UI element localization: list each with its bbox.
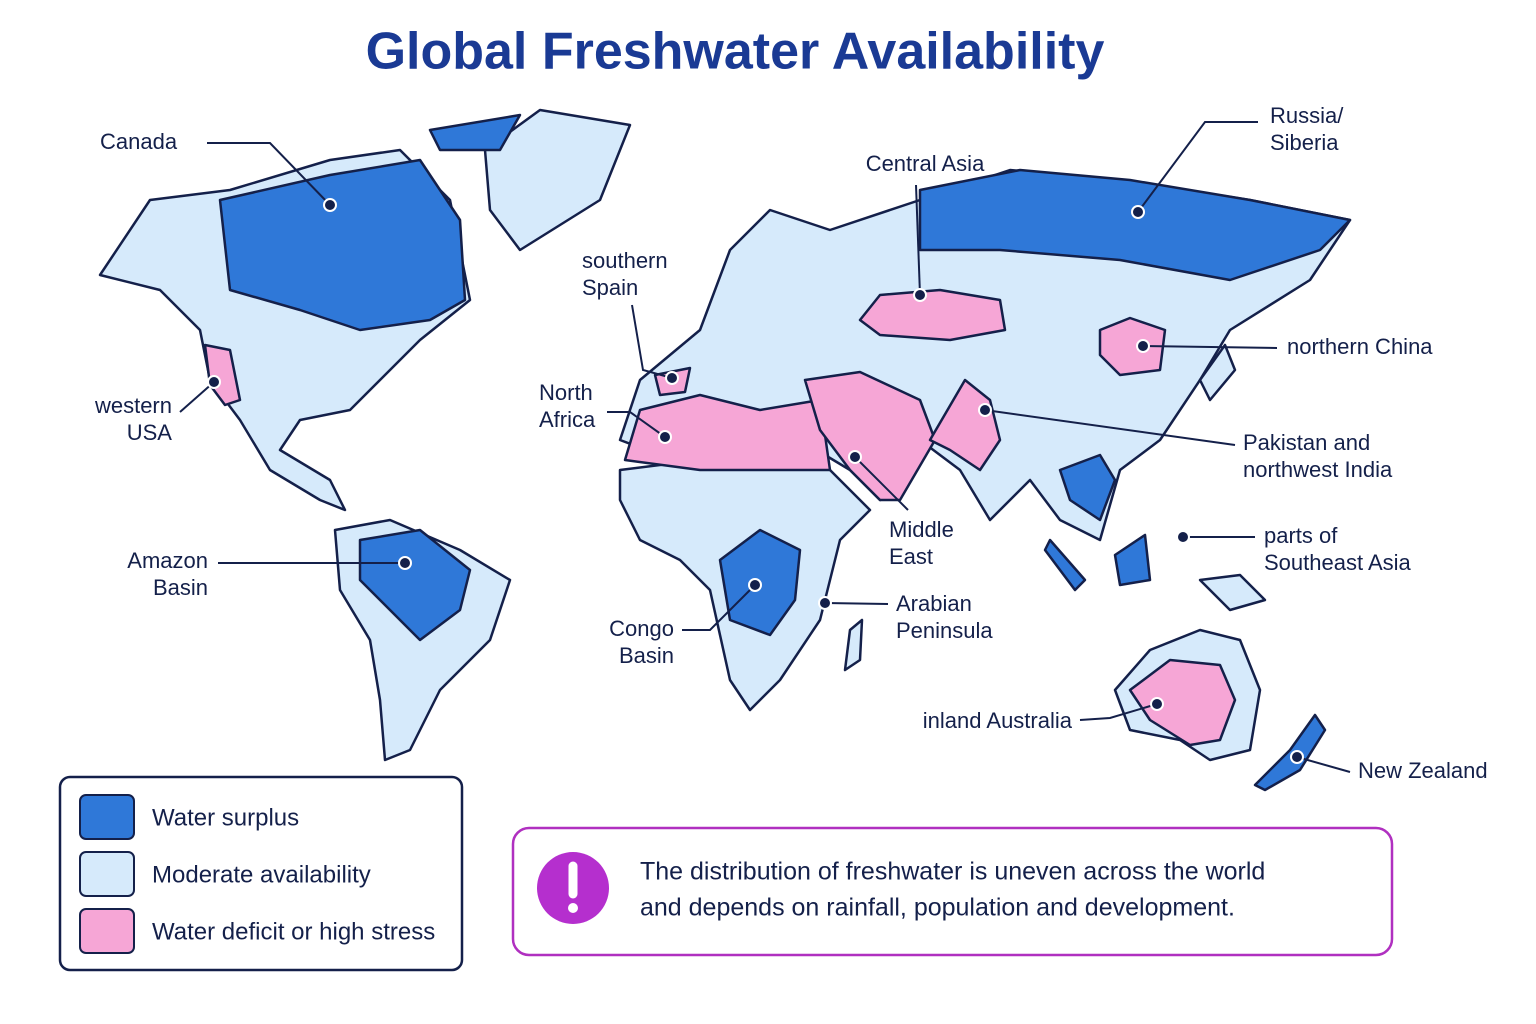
- label-dot: [1176, 530, 1190, 544]
- region-label: Africa: [539, 407, 596, 432]
- label-dot: [1150, 697, 1164, 711]
- north-china-deficit: [1098, 316, 1167, 377]
- world-map: [98, 108, 1352, 792]
- region-label: northwest India: [1243, 457, 1393, 482]
- australia-deficit: [1128, 658, 1237, 747]
- leader-line: [984, 409, 1236, 446]
- region-labels: Canada Russia/Siberia Central Asia southern…: [94, 103, 1488, 783]
- label-dot: [398, 556, 412, 570]
- leader-line: [607, 411, 666, 438]
- note-box: [511, 826, 1394, 957]
- new-guinea: [1198, 573, 1267, 612]
- region-label: southern: [582, 248, 668, 273]
- legend-swatch: [79, 908, 135, 954]
- legend-label: Water surplus: [152, 804, 299, 831]
- arctic-islands: [428, 113, 522, 152]
- leader-line: [631, 304, 673, 379]
- label-dot: [323, 198, 337, 212]
- leader-line: [915, 184, 921, 296]
- note: The distribution of freshwater is uneven…: [640, 858, 1265, 922]
- region-label: Southeast Asia: [1264, 550, 1412, 575]
- central-asia-deficit: [858, 288, 1007, 342]
- region-label: Russia/: [1270, 103, 1344, 128]
- pakistan-india-deficit: [928, 378, 1002, 472]
- region-label: East: [889, 544, 933, 569]
- region-label: Canada: [100, 129, 178, 154]
- label-dot: [748, 578, 762, 592]
- label-dot: [1131, 205, 1145, 219]
- region-label: Spain: [582, 275, 638, 300]
- label-dot: [665, 371, 679, 385]
- label-dot: [913, 288, 927, 302]
- label-dot: [1290, 750, 1304, 764]
- alert-icon-dot: [568, 903, 578, 913]
- north-africa-deficit: [623, 393, 832, 472]
- label-dot: [818, 596, 832, 610]
- region-label: Arabian: [896, 591, 972, 616]
- leader-line: [854, 456, 909, 511]
- canada-surplus: [218, 158, 467, 332]
- leader-line: [824, 602, 889, 605]
- region-label: Pakistan and: [1243, 430, 1370, 455]
- region-label: Middle: [889, 517, 954, 542]
- region-label: inland Australia: [923, 708, 1073, 733]
- region-label: Basin: [153, 575, 208, 600]
- label-dot: [658, 430, 672, 444]
- region-label: northern China: [1287, 334, 1433, 359]
- region-label: Congo: [609, 616, 674, 641]
- greenland: [483, 108, 632, 252]
- leader-line: [1142, 345, 1278, 349]
- region-label: Peninsula: [896, 618, 993, 643]
- madagascar: [843, 618, 864, 672]
- russia-surplus: [918, 168, 1352, 282]
- region-label: Siberia: [1270, 130, 1339, 155]
- middle-east-deficit: [803, 370, 937, 502]
- legend-swatch: [79, 794, 135, 840]
- note-text: and depends on rainfall, population and …: [640, 894, 1235, 922]
- region-label: western: [94, 393, 172, 418]
- region-label: parts of: [1264, 523, 1338, 548]
- leader-line: [207, 142, 331, 206]
- sumatra: [1043, 538, 1087, 592]
- label-dot: [848, 450, 862, 464]
- region-label: Central Asia: [866, 151, 985, 176]
- legend-swatch: [79, 851, 135, 897]
- region-label: North: [539, 380, 593, 405]
- leader-line: [1296, 756, 1351, 773]
- borneo: [1113, 533, 1152, 587]
- label-dot: [207, 375, 221, 389]
- legend-label: Water deficit or high stress: [152, 918, 435, 945]
- leader-line: [682, 584, 756, 631]
- southeast-asia-surplus: [1058, 453, 1117, 522]
- region-label: Amazon: [127, 548, 208, 573]
- amazon-surplus: [358, 528, 472, 642]
- legend-label: Moderate availability: [152, 861, 371, 888]
- leader-line: [179, 381, 215, 413]
- new-zealand: [1253, 713, 1327, 792]
- region-label: Basin: [619, 643, 674, 668]
- leader-line: [1137, 121, 1258, 213]
- legend-box: [58, 775, 464, 972]
- legend: Water surplus Moderate availability Water …: [79, 794, 435, 954]
- region-label: New Zealand: [1358, 758, 1488, 783]
- region-label: USA: [127, 420, 173, 445]
- japan: [1198, 343, 1237, 402]
- label-dot: [1136, 339, 1150, 353]
- title: Global Freshwater Availability: [366, 23, 1105, 81]
- leader-line: [1079, 703, 1158, 721]
- label-dot: [978, 403, 992, 417]
- note-text: The distribution of freshwater is uneven…: [640, 858, 1265, 886]
